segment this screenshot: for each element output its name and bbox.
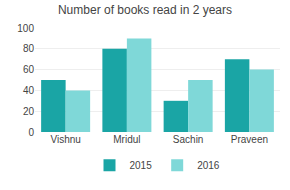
svg-text:Vishnu: Vishnu — [50, 134, 80, 145]
svg-text:20: 20 — [23, 106, 35, 117]
svg-text:60: 60 — [23, 64, 35, 75]
svg-text:100: 100 — [17, 23, 34, 34]
svg-text:Mridul: Mridul — [113, 134, 140, 145]
svg-text:40: 40 — [23, 85, 35, 96]
svg-text:80: 80 — [23, 43, 35, 54]
svg-text:Praveen: Praveen — [231, 134, 268, 145]
svg-text:0: 0 — [28, 127, 34, 138]
svg-text:Sachin: Sachin — [173, 134, 204, 145]
svg-text:2015: 2015 — [130, 160, 153, 171]
svg-text:Number of books read in 2 year: Number of books read in 2 years — [58, 3, 232, 17]
svg-text:2016: 2016 — [197, 160, 220, 171]
